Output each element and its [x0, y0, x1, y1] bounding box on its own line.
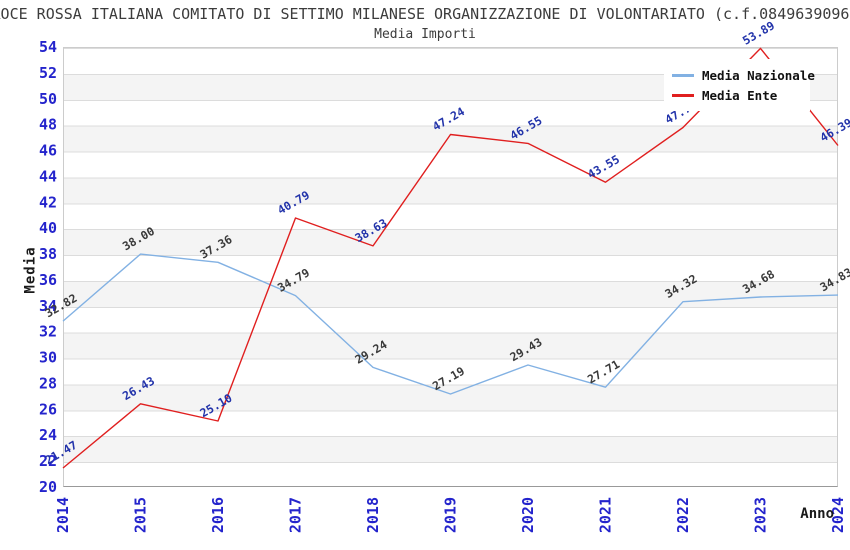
chart-subtitle: Media Importi	[374, 27, 476, 42]
y-axis-tick-label: 44	[39, 167, 57, 185]
y-axis-title: Media	[22, 246, 39, 294]
x-axis-tick-label: 2022	[674, 497, 692, 533]
legend-label: Media Nazionale	[702, 67, 815, 83]
y-axis-tick-label: 22	[39, 452, 57, 470]
x-axis-tick-label: 2023	[752, 497, 770, 533]
x-axis-tick-label: 2017	[287, 497, 305, 533]
y-axis-tick-label: 42	[39, 193, 57, 211]
y-axis-tick-label: 34	[39, 297, 57, 315]
y-axis-tick-label: 52	[39, 64, 57, 82]
y-axis-tick-label: 20	[39, 478, 57, 496]
legend-item-media-ente: Media Ente	[672, 85, 804, 105]
x-axis-tick-label: 2014	[54, 497, 72, 533]
x-axis-tick-label: 2019	[442, 497, 460, 533]
legend: Media Nazionale Media Ente	[664, 59, 815, 111]
y-axis-tick-label: 50	[39, 90, 57, 108]
y-axis-tick-label: 28	[39, 374, 57, 392]
chart-title: CROCE ROSSA ITALIANA COMITATO DI SETTIMO…	[0, 5, 850, 23]
y-axis-tick-label: 36	[39, 271, 57, 289]
y-axis-tick-label: 38	[39, 245, 57, 263]
x-axis-tick-label: 2021	[597, 497, 615, 533]
legend-line-swatch-blue	[672, 73, 694, 77]
y-axis-tick-label: 30	[39, 349, 57, 367]
x-axis-tick-label: 2018	[364, 497, 382, 533]
y-axis-tick-label: 24	[39, 426, 57, 444]
legend-item-media-nazionale: Media Nazionale	[672, 65, 815, 85]
x-axis-tick-label: 2016	[209, 497, 227, 533]
y-axis-tick-label: 48	[39, 116, 57, 134]
x-axis-tick-label: 2015	[132, 497, 150, 533]
y-axis-tick-label: 26	[39, 400, 57, 418]
x-axis-tick-label: 2020	[519, 497, 537, 533]
y-axis-tick-label: 32	[39, 323, 57, 341]
plot-area	[63, 47, 838, 487]
y-axis-tick-label: 40	[39, 219, 57, 237]
legend-label: Media Ente	[702, 87, 778, 103]
y-axis-tick-label: 46	[39, 142, 57, 160]
x-axis-title: Anno	[800, 506, 834, 522]
legend-line-swatch-red	[672, 93, 694, 97]
